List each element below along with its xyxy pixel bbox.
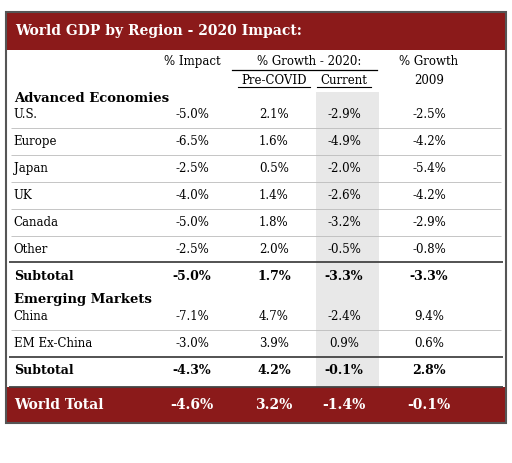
Text: -3.2%: -3.2%	[327, 216, 361, 229]
Text: -2.9%: -2.9%	[327, 108, 361, 121]
Text: EM Ex-China: EM Ex-China	[14, 337, 92, 350]
Text: World GDP by Region - 2020 Impact:: World GDP by Region - 2020 Impact:	[15, 24, 302, 38]
Text: -2.5%: -2.5%	[175, 243, 209, 256]
Text: % Growth - 2020:: % Growth - 2020:	[257, 55, 361, 68]
Text: 1.8%: 1.8%	[259, 216, 289, 229]
Text: Subtotal: Subtotal	[14, 270, 73, 283]
Text: 4.2%: 4.2%	[257, 364, 291, 377]
Text: 0.9%: 0.9%	[329, 337, 359, 350]
Text: -3.0%: -3.0%	[175, 337, 209, 350]
Text: Subtotal: Subtotal	[14, 364, 73, 377]
FancyBboxPatch shape	[6, 387, 506, 423]
Text: -5.0%: -5.0%	[175, 216, 209, 229]
Text: Europe: Europe	[14, 135, 57, 148]
Text: 1.6%: 1.6%	[259, 135, 289, 148]
Text: 0.5%: 0.5%	[259, 162, 289, 175]
Text: -4.3%: -4.3%	[173, 364, 211, 377]
FancyBboxPatch shape	[316, 92, 379, 423]
Text: -2.9%: -2.9%	[412, 216, 446, 229]
Text: UK: UK	[14, 189, 33, 202]
Text: -0.1%: -0.1%	[325, 364, 364, 377]
Text: 2.1%: 2.1%	[259, 108, 289, 121]
Text: -2.0%: -2.0%	[327, 162, 361, 175]
Text: Advanced Economies: Advanced Economies	[14, 92, 169, 105]
Text: % Impact: % Impact	[164, 55, 220, 68]
Text: -5.0%: -5.0%	[173, 270, 211, 283]
Text: -4.0%: -4.0%	[175, 189, 209, 202]
Text: 2.8%: 2.8%	[412, 364, 446, 377]
Text: China: China	[14, 310, 49, 323]
Text: 4.7%: 4.7%	[259, 310, 289, 323]
Text: 2.0%: 2.0%	[259, 243, 289, 256]
Text: -3.3%: -3.3%	[410, 270, 449, 283]
Text: -2.5%: -2.5%	[412, 108, 446, 121]
Text: 1.4%: 1.4%	[259, 189, 289, 202]
Text: -7.1%: -7.1%	[175, 310, 209, 323]
Text: -2.4%: -2.4%	[327, 310, 361, 323]
Text: -4.2%: -4.2%	[412, 135, 446, 148]
Text: Other: Other	[14, 243, 48, 256]
Text: Current: Current	[321, 74, 368, 87]
Text: -4.2%: -4.2%	[412, 189, 446, 202]
Text: 3.2%: 3.2%	[255, 398, 292, 412]
Text: -0.5%: -0.5%	[327, 243, 361, 256]
Text: 3.9%: 3.9%	[259, 337, 289, 350]
Text: -1.4%: -1.4%	[323, 398, 366, 412]
Text: 2009: 2009	[414, 74, 444, 87]
Text: -3.3%: -3.3%	[325, 270, 364, 283]
Text: -0.1%: -0.1%	[408, 398, 451, 412]
Text: 0.6%: 0.6%	[414, 337, 444, 350]
Text: -2.5%: -2.5%	[175, 162, 209, 175]
Text: -5.4%: -5.4%	[412, 162, 446, 175]
Text: -2.6%: -2.6%	[327, 189, 361, 202]
Text: U.S.: U.S.	[14, 108, 38, 121]
Text: % Growth: % Growth	[399, 55, 459, 68]
Text: -5.0%: -5.0%	[175, 108, 209, 121]
FancyBboxPatch shape	[6, 12, 506, 50]
Text: 9.4%: 9.4%	[414, 310, 444, 323]
Text: Canada: Canada	[14, 216, 59, 229]
Text: -4.9%: -4.9%	[327, 135, 361, 148]
Text: Emerging Markets: Emerging Markets	[14, 293, 152, 307]
Text: Japan: Japan	[14, 162, 48, 175]
Text: Pre-COVID: Pre-COVID	[241, 74, 307, 87]
Text: World Total: World Total	[14, 398, 103, 412]
Text: -6.5%: -6.5%	[175, 135, 209, 148]
Text: -0.8%: -0.8%	[412, 243, 446, 256]
Text: -4.6%: -4.6%	[170, 398, 214, 412]
Text: 1.7%: 1.7%	[257, 270, 291, 283]
